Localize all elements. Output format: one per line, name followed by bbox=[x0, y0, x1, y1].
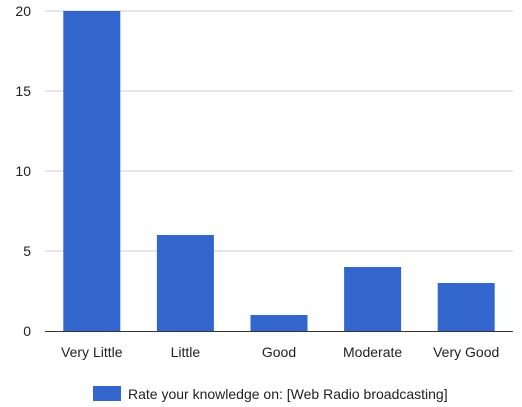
x-tick-label: Moderate bbox=[343, 344, 402, 360]
y-tick-label: 10 bbox=[15, 163, 31, 179]
y-tick-label: 0 bbox=[23, 323, 31, 339]
y-axis-ticks: 0 5 10 15 20 bbox=[15, 3, 31, 339]
y-tick-label: 5 bbox=[23, 243, 31, 259]
bar-very-good bbox=[437, 283, 495, 331]
legend-swatch bbox=[93, 386, 121, 401]
x-tick-label: Little bbox=[171, 344, 201, 360]
gridlines bbox=[45, 10, 513, 252]
y-tick-label: 20 bbox=[15, 3, 31, 19]
bar-very-little bbox=[63, 11, 121, 331]
x-tick-label: Very Good bbox=[433, 344, 499, 360]
legend-label: Rate your knowledge on: [Web Radio broad… bbox=[128, 386, 448, 402]
bar-moderate bbox=[344, 267, 402, 331]
legend: Rate your knowledge on: [Web Radio broad… bbox=[93, 386, 448, 402]
y-tick-label: 15 bbox=[15, 83, 31, 99]
bars bbox=[63, 11, 495, 331]
x-tick-label: Very Little bbox=[61, 344, 123, 360]
bar-little bbox=[156, 235, 214, 331]
bar-good bbox=[250, 315, 308, 331]
x-axis-ticks: Very Little Little Good Moderate Very Good bbox=[61, 344, 499, 360]
x-tick-label: Good bbox=[262, 344, 296, 360]
